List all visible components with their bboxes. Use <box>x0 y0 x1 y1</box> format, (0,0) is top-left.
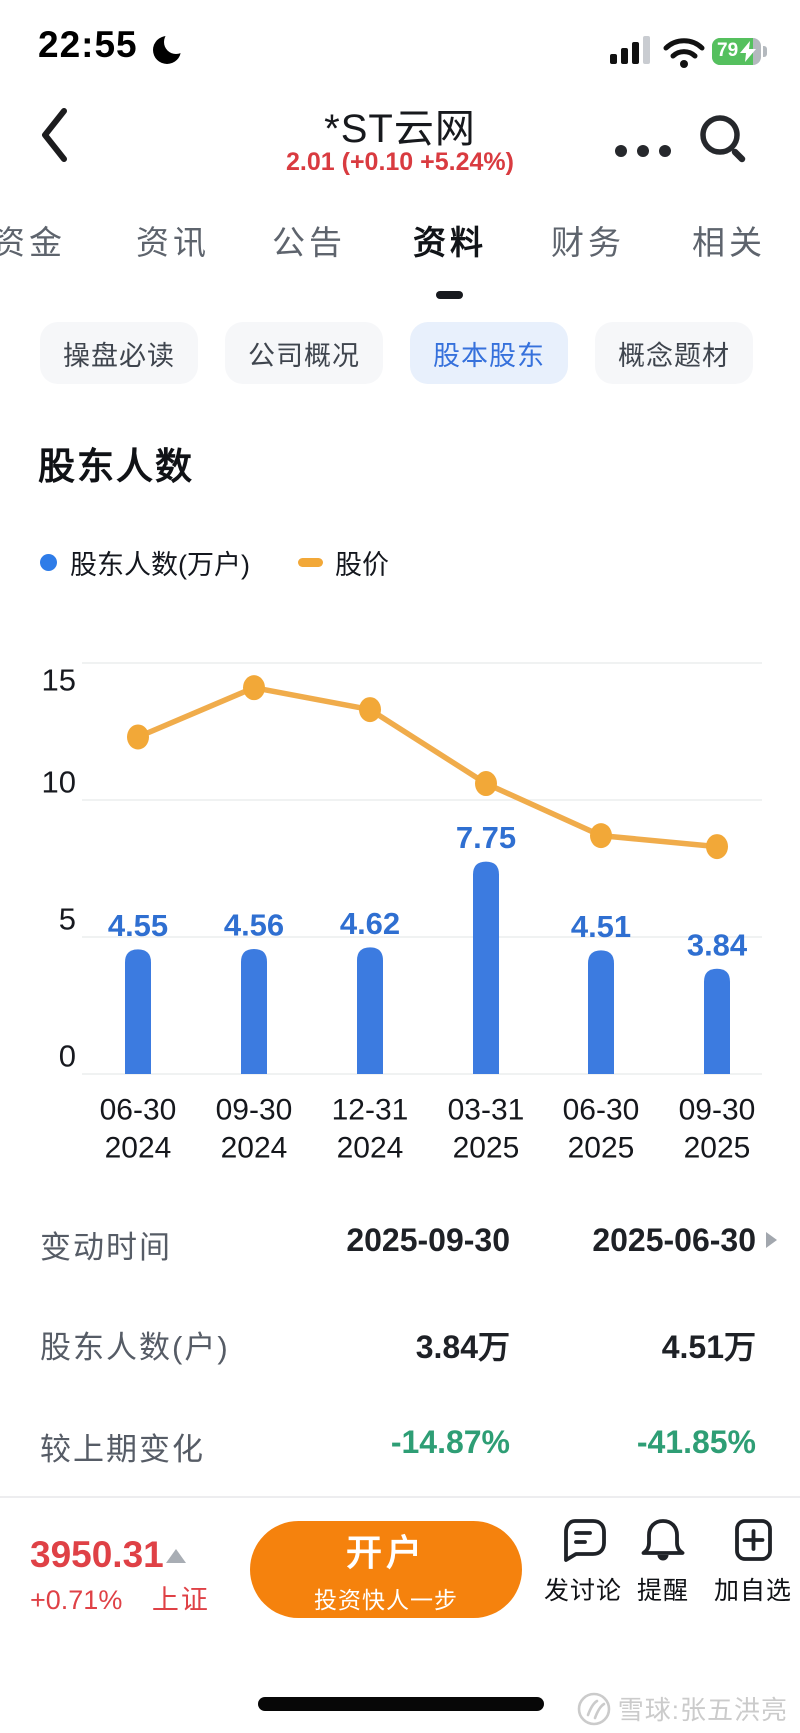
row-label: 较上期变化 <box>40 1432 205 1467</box>
table-row-holder-count[interactable]: 股东人数(户) 3.84万 4.51万 <box>0 1322 800 1366</box>
legend-line-label: 股价 <box>334 549 389 580</box>
xueqiu-logo-icon <box>577 1692 611 1725</box>
page-title: *ST云网 <box>324 107 476 151</box>
index-change-row[interactable]: +0.71% 上证 <box>30 1578 210 1617</box>
subtab-gongsigaikuang[interactable]: 公司概况 <box>225 322 383 384</box>
bottom-bar-divider <box>0 1496 800 1498</box>
svg-text:06-30: 06-30 <box>100 1094 177 1127</box>
svg-text:12-31: 12-31 <box>332 1094 409 1127</box>
home-indicator[interactable] <box>258 1697 544 1711</box>
svg-text:5: 5 <box>59 902 76 937</box>
up-triangle-icon <box>166 1549 186 1563</box>
svg-text:09-30: 09-30 <box>679 1094 756 1127</box>
svg-text:4.56: 4.56 <box>224 908 284 943</box>
battery-percent: 79 <box>717 40 739 61</box>
tab-ziliao[interactable]: 资料 <box>413 224 487 261</box>
alert-button[interactable]: 提醒 <box>620 1516 706 1607</box>
row-value-2: 2025-06-30 <box>592 1222 756 1258</box>
battery-nub <box>763 46 767 57</box>
subtab-caopanbidu[interactable]: 操盘必读 <box>40 322 198 384</box>
svg-text:4.51: 4.51 <box>571 909 631 944</box>
svg-text:09-30: 09-30 <box>216 1094 293 1127</box>
active-tab-underline <box>436 291 463 299</box>
search-icon[interactable] <box>694 110 752 168</box>
svg-text:4.55: 4.55 <box>108 908 168 943</box>
post-comment-label: 发讨论 <box>543 1577 622 1605</box>
tab-zixun[interactable]: 资讯 <box>136 224 210 261</box>
row-value-2: 4.51万 <box>661 1329 756 1365</box>
svg-text:2025: 2025 <box>568 1132 635 1165</box>
svg-text:15: 15 <box>42 663 76 698</box>
tab-caiwu[interactable]: 财务 <box>551 224 625 261</box>
back-icon[interactable] <box>38 106 72 164</box>
svg-text:2024: 2024 <box>105 1132 172 1165</box>
svg-text:7.75: 7.75 <box>456 820 516 855</box>
signal-icon <box>610 36 650 64</box>
chevron-right-icon[interactable] <box>766 1232 777 1248</box>
subtab-gubengudong[interactable]: 股本股东 <box>410 322 568 384</box>
svg-text:2025: 2025 <box>453 1132 520 1165</box>
legend-line-marker-icon <box>297 557 323 567</box>
chart-legend: 股东人数(万户) 股价 <box>40 544 389 580</box>
watermark: 雪球:张五洪亮 <box>576 1690 788 1727</box>
svg-text:3.84: 3.84 <box>687 927 748 962</box>
table-row-change-date[interactable]: 变动时间 2025-09-30 2025-06-30 <box>0 1222 800 1266</box>
battery-icon: 79 <box>712 38 761 65</box>
post-comment-button[interactable]: 发讨论 <box>540 1516 626 1607</box>
alert-label: 提醒 <box>636 1577 689 1605</box>
cta-subtitle: 投资快人一步 <box>314 1587 458 1613</box>
more-icon[interactable] <box>612 140 674 162</box>
row-value-2: -41.85% <box>636 1424 756 1460</box>
bell-icon <box>641 1519 685 1561</box>
add-watchlist-label: 加自选 <box>713 1577 792 1605</box>
tab-gonggao[interactable]: 公告 <box>272 224 346 261</box>
section-title: 股东人数 <box>38 446 194 487</box>
subtab-gainianticai[interactable]: 概念题材 <box>595 322 753 384</box>
watermark-text: 雪球:张五洪亮 <box>617 1695 788 1725</box>
svg-text:2024: 2024 <box>337 1132 404 1165</box>
add-watchlist-icon <box>735 1519 772 1561</box>
svg-text:10: 10 <box>42 765 76 800</box>
index-change: +0.71% <box>30 1585 123 1615</box>
row-label: 股东人数(户) <box>40 1330 230 1365</box>
moon-icon <box>153 32 186 64</box>
index-name: 上证 <box>151 1585 210 1615</box>
table-row-change-pct[interactable]: 较上期变化 -14.87% -41.85% <box>0 1424 800 1468</box>
row-value-1: -14.87% <box>390 1424 510 1460</box>
tab-zijin[interactable]: 资金 <box>0 224 66 261</box>
svg-text:0: 0 <box>59 1039 76 1074</box>
status-time: 22:55 <box>38 24 138 65</box>
cta-title: 开户 <box>345 1532 426 1573</box>
row-label: 变动时间 <box>40 1230 172 1265</box>
add-watchlist-button[interactable]: 加自选 <box>710 1516 796 1607</box>
legend-bar-label: 股东人数(万户) <box>70 549 250 580</box>
svg-text:4.62: 4.62 <box>340 906 400 941</box>
shareholder-chart: 0 5 10 15 4.55 4.56 4.62 7.75 4.51 3.84 06-30 2024 0… <box>42 662 762 1165</box>
index-value[interactable]: 3950.31 <box>30 1534 164 1575</box>
svg-text:03-31: 03-31 <box>448 1094 525 1127</box>
svg-text:06-30: 06-30 <box>563 1094 640 1127</box>
row-value-1: 2025-09-30 <box>346 1222 510 1258</box>
svg-text:2025: 2025 <box>684 1132 751 1165</box>
row-value-1: 3.84万 <box>415 1329 510 1365</box>
wifi-icon <box>663 38 705 68</box>
charging-bolt-icon <box>740 41 756 62</box>
tab-xiangguan[interactable]: 相关 <box>692 224 766 261</box>
stock-quote: 2.01 (+0.10 +5.24%) <box>286 148 514 176</box>
comment-icon <box>564 1519 606 1562</box>
open-account-button[interactable]: 开户 投资快人一步 <box>250 1521 522 1618</box>
svg-text:2024: 2024 <box>221 1132 288 1165</box>
legend-bar-marker-icon <box>40 553 57 571</box>
